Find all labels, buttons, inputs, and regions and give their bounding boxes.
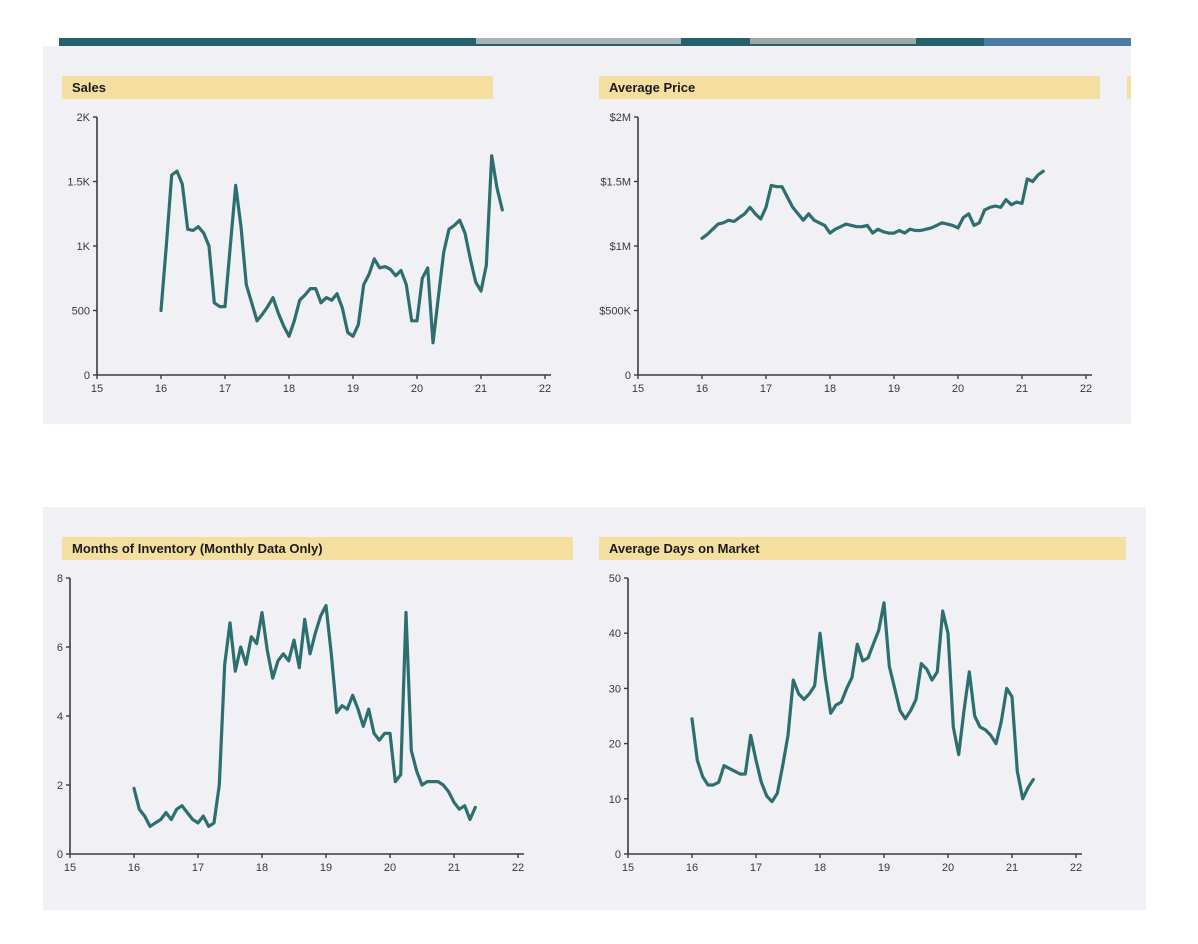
x-tick-label: 15 — [91, 383, 103, 395]
x-tick-label: 20 — [411, 383, 423, 395]
chart-title-average-price-label: Average Price — [609, 80, 696, 95]
average-days-on-market-line-chart[interactable]: 0 10 20 30 40 50 15 16 17 18 19 20 21 22 — [586, 564, 1116, 882]
x-tick-label: 22 — [512, 862, 524, 874]
x-tick-label: 21 — [475, 383, 487, 395]
y-tick-label: $500K — [599, 306, 631, 318]
y-tick-label: $2M — [610, 112, 631, 124]
y-tick-label: 20 — [609, 739, 621, 751]
y-tick-label: 8 — [57, 573, 63, 585]
chart-title-sales: Sales — [62, 76, 493, 99]
y-tick-label: 0 — [615, 849, 621, 861]
chart-title-sales-label: Sales — [72, 80, 106, 95]
y-tick-label: 0 — [84, 370, 90, 382]
x-tick-label: 16 — [686, 862, 698, 874]
x-tick-label: 17 — [760, 383, 772, 395]
topbar-segment — [476, 38, 681, 44]
x-tick-label: 17 — [750, 862, 762, 874]
x-tick-label: 19 — [888, 383, 900, 395]
x-tick-label: 18 — [824, 383, 836, 395]
y-tick-label: 50 — [609, 573, 621, 585]
y-tick-label: 0 — [57, 849, 63, 861]
data-series-line — [159, 154, 504, 345]
average-price-line-chart[interactable]: 0 $500K $1M $1.5M $2M 15 16 17 18 19 20 21 22 — [592, 103, 1122, 403]
top-toolbar-bar — [59, 38, 1131, 46]
y-tick-label: 10 — [609, 794, 621, 806]
x-tick-label: 18 — [814, 862, 826, 874]
x-tick-label: 19 — [320, 862, 332, 874]
topbar-segment — [750, 38, 916, 44]
x-tick-label: 20 — [384, 862, 396, 874]
data-series-line — [700, 169, 1045, 240]
x-tick-label: 16 — [155, 383, 167, 395]
x-tick-label: 22 — [1080, 383, 1092, 395]
sales-line-chart[interactable]: 0 500 1K 1.5K 2K 15 16 17 18 19 20 21 22 — [55, 103, 585, 403]
x-tick-label: 21 — [1006, 862, 1018, 874]
x-tick-label: 17 — [192, 862, 204, 874]
x-tick-label: 15 — [64, 862, 76, 874]
chart-title-average-days-on-market: Average Days on Market — [599, 537, 1126, 560]
x-tick-label: 21 — [1016, 383, 1028, 395]
charts-row-2-panel — [43, 507, 1146, 910]
chart-title-months-of-inventory: Months of Inventory (Monthly Data Only) — [62, 537, 573, 560]
topbar-segment — [984, 38, 1131, 46]
y-tick-label: 500 — [72, 306, 90, 318]
y-tick-label: 0 — [625, 370, 631, 382]
x-tick-label: 18 — [256, 862, 268, 874]
y-tick-label: 1K — [77, 241, 91, 253]
x-tick-label: 18 — [283, 383, 295, 395]
cropped-chart-header-sliver — [1127, 76, 1131, 99]
chart-title-average-days-on-market-label: Average Days on Market — [609, 541, 760, 556]
y-tick-label: $1M — [610, 241, 631, 253]
data-series-line — [132, 603, 477, 828]
x-tick-label: 16 — [128, 862, 140, 874]
x-tick-label: 20 — [942, 862, 954, 874]
x-tick-label: 15 — [632, 383, 644, 395]
x-tick-label: 22 — [539, 383, 551, 395]
y-tick-label: $1.5M — [600, 177, 631, 189]
y-tick-label: 6 — [57, 642, 63, 654]
data-series-line — [690, 601, 1035, 804]
x-tick-label: 19 — [347, 383, 359, 395]
chart-title-average-price: Average Price — [599, 76, 1100, 99]
y-tick-label: 2 — [57, 780, 63, 792]
x-tick-label: 22 — [1070, 862, 1082, 874]
y-tick-label: 1.5K — [67, 177, 90, 189]
y-tick-label: 40 — [609, 628, 621, 640]
y-tick-label: 2K — [77, 112, 91, 124]
months-of-inventory-line-chart[interactable]: 0 2 4 6 8 15 16 17 18 19 20 21 22 — [28, 564, 558, 882]
charts-row-1-panel — [43, 46, 1131, 424]
y-tick-label: 30 — [609, 683, 621, 695]
x-tick-label: 16 — [696, 383, 708, 395]
x-tick-label: 20 — [952, 383, 964, 395]
x-tick-label: 21 — [448, 862, 460, 874]
x-tick-label: 17 — [219, 383, 231, 395]
x-tick-label: 15 — [622, 862, 634, 874]
chart-title-months-of-inventory-label: Months of Inventory (Monthly Data Only) — [72, 541, 323, 556]
x-tick-label: 19 — [878, 862, 890, 874]
y-tick-label: 4 — [57, 711, 63, 723]
